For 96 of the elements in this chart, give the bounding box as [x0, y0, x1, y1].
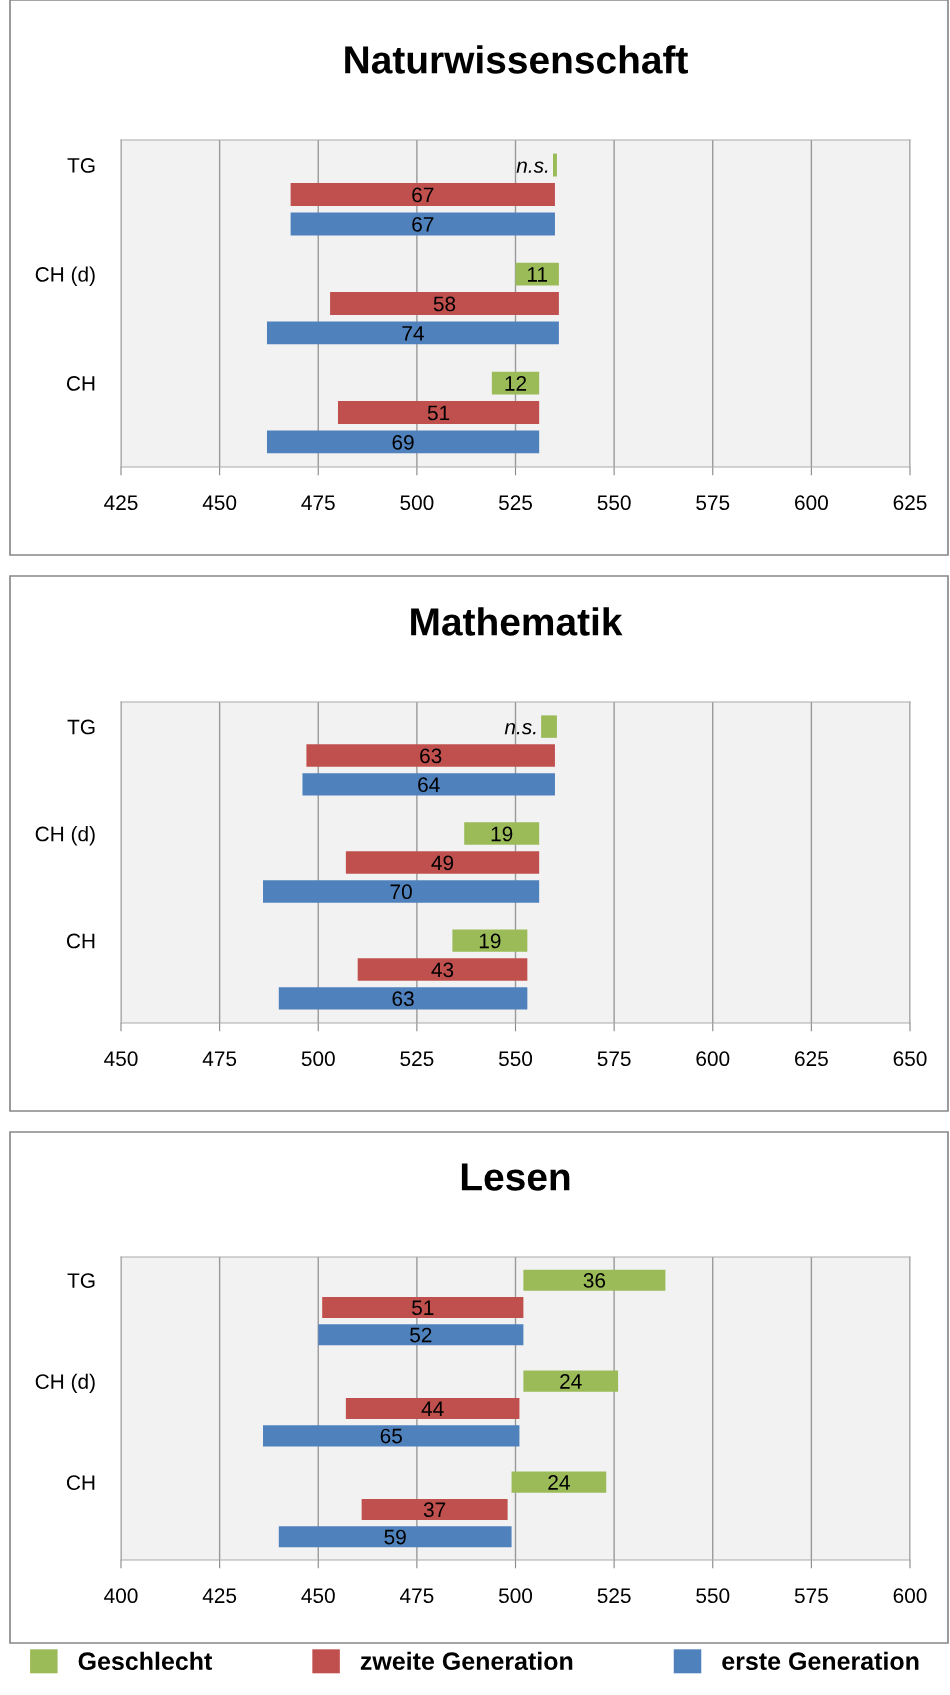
data-label: 52: [410, 1327, 432, 1343]
data-label: 19: [491, 826, 513, 842]
y-tick-label: CH: [66, 1475, 95, 1490]
data-label: 63: [392, 991, 414, 1007]
data-label: 44: [421, 1401, 444, 1416]
data-label: 51: [412, 1300, 434, 1316]
x-tick-label: 525: [498, 495, 533, 511]
data-label: 69: [392, 434, 414, 450]
data-label: 67: [412, 216, 434, 232]
x-tick-label: 400: [104, 1588, 138, 1604]
data-label: n.s.: [504, 722, 536, 735]
x-tick-label: 525: [400, 1051, 434, 1067]
bar: [278, 1526, 512, 1548]
bar: [322, 1296, 524, 1319]
y-tick-label: CH (d): [35, 1373, 95, 1394]
data-label: n.s.: [516, 161, 548, 173]
bar: [266, 430, 540, 454]
x-tick-label: 475: [202, 1051, 237, 1067]
data-label: 24: [548, 1475, 570, 1490]
bar: [491, 371, 540, 395]
bar: [452, 929, 528, 952]
bar: [266, 321, 559, 345]
x-tick-label: 650: [893, 1051, 927, 1067]
x-tick-label: 600: [696, 1051, 730, 1067]
data-label: 51: [427, 405, 450, 421]
bar: [523, 1269, 666, 1291]
y-tick-label: TG: [67, 1273, 95, 1288]
y-tick-label: CH: [66, 933, 95, 949]
data-label: 74: [402, 326, 424, 341]
data-label: 67: [412, 187, 434, 203]
bar: [345, 851, 540, 874]
bar: [541, 715, 557, 738]
x-tick-label: 425: [202, 1588, 237, 1604]
x-tick-label: 550: [597, 495, 631, 511]
x-tick-label: 550: [696, 1588, 730, 1604]
bar: [263, 1425, 520, 1447]
bar: [302, 773, 555, 796]
x-tick-label: 425: [104, 495, 138, 511]
y-tick-label: CH (d): [35, 826, 95, 846]
data-label: 70: [390, 884, 412, 900]
data-label: 64: [418, 777, 440, 793]
bar: [511, 1471, 607, 1493]
x-tick-label: 625: [893, 495, 927, 511]
y-tick-label: CH: [66, 376, 95, 391]
x-tick-label: 500: [301, 1051, 335, 1067]
bar: [552, 153, 557, 177]
x-tick-label: 525: [597, 1588, 631, 1604]
bar: [361, 1498, 508, 1521]
chart-title: Naturwissenschaft: [345, 45, 688, 74]
x-tick-label: 575: [597, 1051, 631, 1067]
x-tick-label: 475: [399, 1588, 434, 1604]
bar: [330, 292, 559, 315]
data-label: 58: [433, 296, 456, 312]
data-label: 11: [527, 267, 547, 282]
data-label: 59: [384, 1529, 406, 1545]
chart-title: Mathematik: [411, 607, 623, 636]
bar: [263, 880, 540, 903]
bar: [357, 958, 528, 981]
bar: [318, 1324, 524, 1346]
x-tick-label: 550: [498, 1051, 533, 1067]
legend-label: Geschlecht: [78, 1651, 213, 1671]
bar: [515, 262, 559, 286]
bar: [306, 744, 555, 767]
bar: [278, 987, 528, 1010]
x-tick-label: 575: [696, 495, 730, 511]
y-tick-label: TG: [67, 719, 95, 735]
x-tick-label: 600: [893, 1588, 927, 1604]
y-tick-label: TG: [67, 158, 95, 173]
bar: [337, 401, 540, 424]
x-tick-label: 500: [400, 495, 434, 511]
bar: [464, 822, 540, 845]
x-tick-label: 450: [301, 1588, 335, 1604]
data-label: 19: [479, 933, 501, 949]
data-label: 65: [380, 1428, 402, 1444]
data-label: 43: [431, 962, 454, 978]
x-tick-label: 450: [104, 1051, 138, 1067]
data-label: 24: [560, 1374, 582, 1389]
x-tick-label: 575: [794, 1588, 828, 1604]
y-tick-label: CH (d): [35, 266, 95, 286]
bar: [290, 183, 555, 206]
x-tick-label: 500: [498, 1588, 533, 1604]
data-label: 37: [423, 1502, 446, 1518]
x-tick-label: 450: [202, 495, 237, 511]
data-label: 36: [583, 1273, 606, 1288]
legend-label: erste Generation: [722, 1651, 919, 1671]
bar: [290, 212, 555, 236]
bar: [345, 1397, 520, 1420]
x-tick-label: 475: [301, 495, 335, 511]
x-tick-label: 625: [795, 1051, 828, 1067]
x-tick-label: 600: [795, 495, 828, 511]
data-label: 12: [505, 376, 527, 391]
chart-title: Lesen: [461, 1163, 570, 1191]
bar: [523, 1370, 619, 1392]
data-label: 63: [420, 748, 442, 764]
legend-label: zweite Generation: [360, 1651, 573, 1671]
data-label: 49: [431, 855, 454, 871]
